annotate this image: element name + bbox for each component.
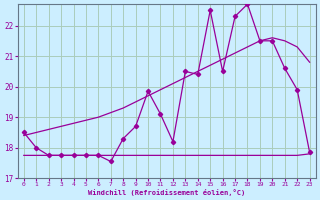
X-axis label: Windchill (Refroidissement éolien,°C): Windchill (Refroidissement éolien,°C) bbox=[88, 189, 245, 196]
